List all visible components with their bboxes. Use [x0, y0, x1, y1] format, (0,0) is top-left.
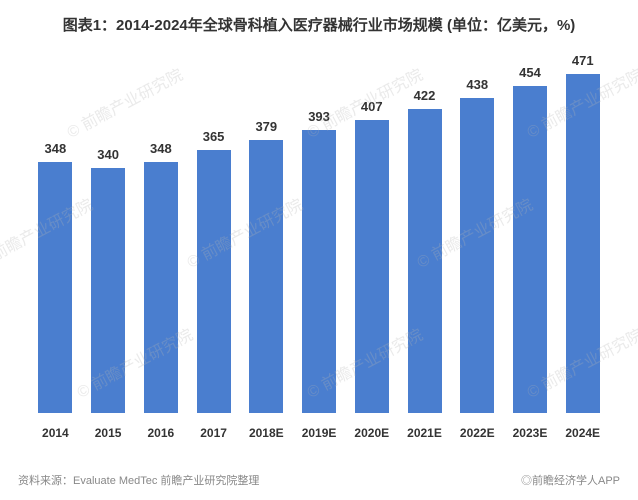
bar-value-label: 407: [361, 99, 383, 114]
bar-group: 393: [293, 109, 346, 413]
bar-group: 365: [187, 129, 240, 413]
bar-group: 407: [345, 99, 398, 413]
bar-group: 379: [240, 119, 293, 413]
bar: [355, 120, 389, 413]
bar-value-label: 393: [308, 109, 330, 124]
bar-value-label: 348: [150, 141, 172, 156]
footer: 资料来源：Evaluate MedTec 前瞻产业研究院整理 ◎前瞻经济学人AP…: [18, 472, 620, 488]
bar: [408, 109, 442, 413]
x-axis-label: 2014: [29, 418, 82, 443]
app-credit: ◎前瞻经济学人APP: [521, 472, 620, 488]
bar-value-label: 340: [97, 147, 119, 162]
bar-group: 422: [398, 88, 451, 413]
x-axis-label: 2022E: [451, 418, 504, 443]
bar-value-label: 422: [414, 88, 436, 103]
chart-area: 348340348365379393407422438454471 201420…: [19, 43, 619, 443]
bar: [249, 140, 283, 413]
x-axis-labels: 20142015201620172018E2019E2020E2021E2022…: [29, 418, 609, 443]
bar-value-label: 379: [255, 119, 277, 134]
x-axis-label: 2016: [134, 418, 187, 443]
bar: [91, 168, 125, 413]
x-axis-label: 2023E: [504, 418, 557, 443]
x-axis-label: 2018E: [240, 418, 293, 443]
x-axis-label: 2020E: [345, 418, 398, 443]
bar-group: 348: [134, 141, 187, 413]
bar-group: 348: [29, 141, 82, 413]
bar-group: 438: [451, 77, 504, 413]
x-axis-label: 2015: [82, 418, 135, 443]
chart-title: 图表1：2014-2024年全球骨科植入医疗器械行业市场规模 (单位：亿美元，%…: [0, 0, 638, 43]
bar-value-label: 348: [45, 141, 67, 156]
bar-group: 454: [504, 65, 557, 413]
x-axis-label: 2021E: [398, 418, 451, 443]
x-axis-label: 2017: [187, 418, 240, 443]
x-axis-label: 2019E: [293, 418, 346, 443]
bar: [38, 162, 72, 413]
bar-value-label: 365: [203, 129, 225, 144]
bar: [566, 74, 600, 413]
bar-value-label: 471: [572, 53, 594, 68]
bar: [302, 130, 336, 413]
bar: [460, 98, 494, 413]
bar-group: 340: [82, 147, 135, 413]
bar: [144, 162, 178, 413]
bar-group: 471: [556, 53, 609, 413]
x-axis-label: 2024E: [556, 418, 609, 443]
source-text: 资料来源：Evaluate MedTec 前瞻产业研究院整理: [18, 472, 259, 488]
bar-value-label: 454: [519, 65, 541, 80]
bars-container: 348 340 348 365 379 393 407 422 438 454 471: [29, 53, 609, 413]
bar: [197, 150, 231, 413]
bar-value-label: 438: [466, 77, 488, 92]
bar: [513, 86, 547, 413]
